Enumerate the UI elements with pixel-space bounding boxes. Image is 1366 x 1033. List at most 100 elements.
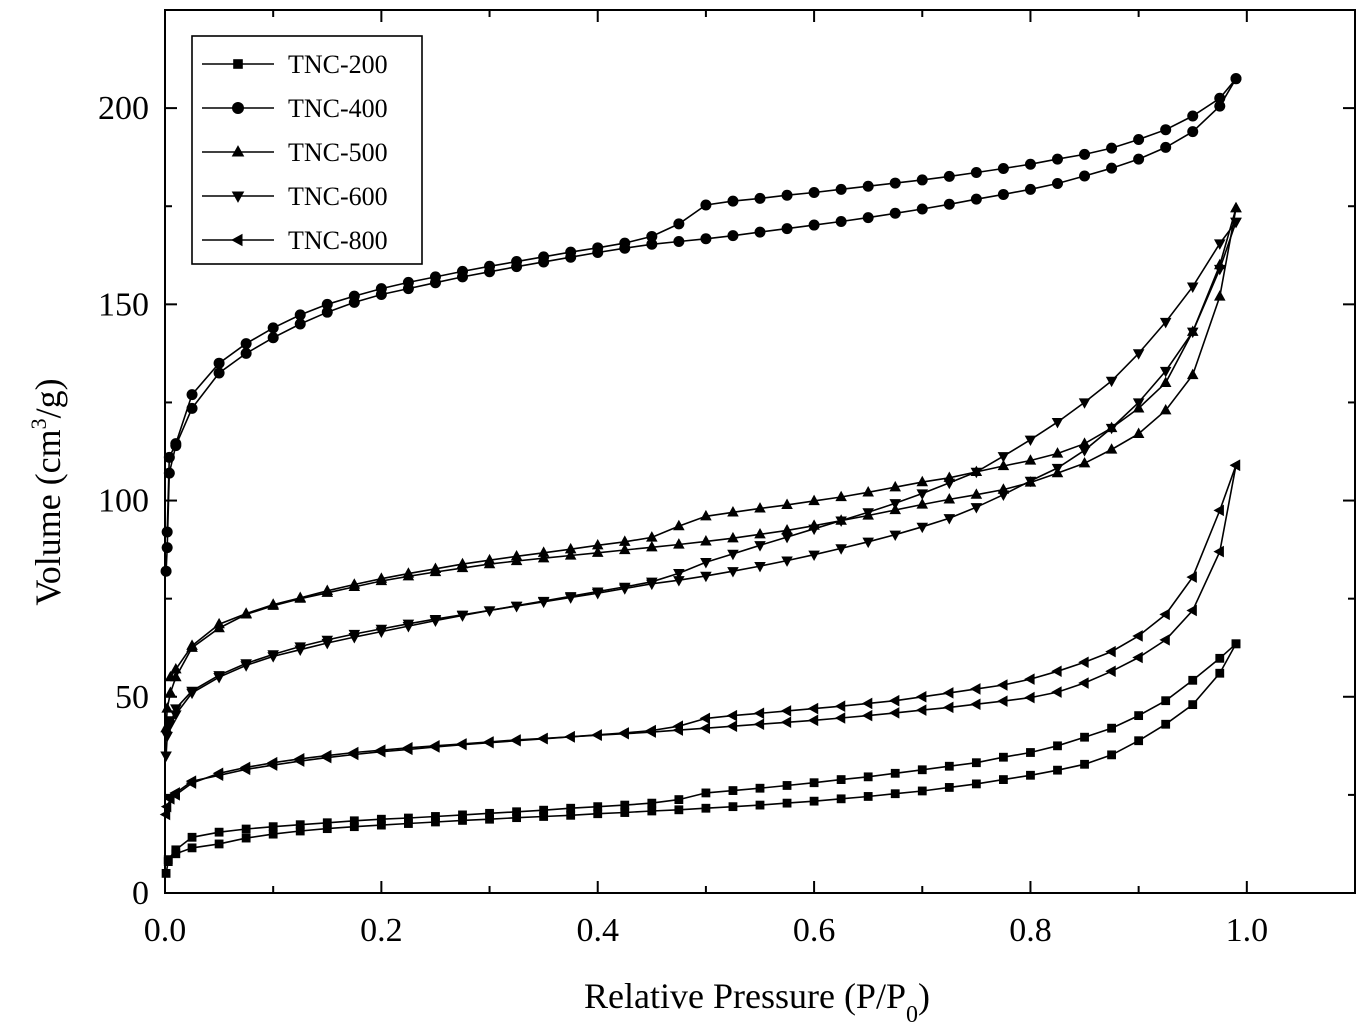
data-point	[700, 509, 712, 521]
data-point	[163, 855, 173, 865]
data-point	[564, 542, 577, 554]
data-point	[160, 800, 172, 813]
data-point	[161, 868, 171, 878]
axes: 0.0 0.2 0.4 0.6 0.8 1.0 0 50 100 150 200	[98, 9, 1356, 949]
data-point	[673, 218, 685, 230]
data-point	[809, 778, 819, 788]
data-point	[943, 493, 956, 504]
data-point	[1105, 443, 1118, 454]
data-point	[727, 230, 739, 242]
data-point	[1132, 427, 1145, 438]
data-point	[618, 543, 631, 555]
data-point	[349, 822, 359, 832]
data-point	[944, 761, 954, 771]
data-point	[620, 800, 630, 810]
data-point	[1078, 656, 1089, 669]
data-point	[348, 290, 360, 302]
legend-label: TNC-400	[288, 94, 388, 123]
data-point	[267, 598, 279, 609]
data-point	[1186, 282, 1199, 293]
data-point	[646, 238, 658, 250]
data-point	[213, 617, 225, 629]
data-point	[970, 467, 983, 479]
data-point	[997, 452, 1010, 463]
data-point	[231, 233, 243, 247]
data-point	[1026, 748, 1035, 757]
data-point	[862, 485, 874, 497]
data-point	[673, 538, 685, 549]
y-tick-label: 200	[98, 90, 149, 127]
data-point	[163, 451, 175, 463]
data-point	[997, 679, 1008, 691]
data-point	[539, 812, 549, 821]
data-point	[943, 170, 955, 182]
data-point	[169, 787, 180, 799]
data-point	[915, 704, 927, 716]
data-point	[1078, 398, 1091, 409]
data-point	[619, 237, 631, 249]
data-point	[510, 734, 521, 747]
data-point	[916, 489, 929, 500]
data-point	[510, 549, 523, 561]
data-point	[1229, 459, 1241, 472]
data-point	[1186, 604, 1197, 617]
data-point	[511, 256, 523, 268]
data-point	[187, 832, 197, 842]
y-axis-title: Volume (cm3/g)	[26, 378, 68, 605]
data-point	[889, 530, 902, 542]
data-point	[456, 738, 467, 751]
data-point	[160, 565, 172, 577]
data-point	[834, 712, 846, 724]
data-point	[807, 714, 819, 727]
data-point	[1026, 770, 1035, 780]
x-tick-label: 0.4	[576, 912, 619, 949]
data-point	[566, 810, 576, 820]
data-point	[862, 212, 874, 224]
data-point	[1214, 92, 1226, 104]
data-point	[672, 720, 683, 732]
data-point	[997, 459, 1010, 471]
data-point	[267, 322, 279, 334]
data-point	[1132, 630, 1143, 642]
data-point	[646, 540, 658, 552]
data-point	[1078, 456, 1091, 468]
data-point	[537, 546, 550, 557]
data-point	[1133, 153, 1145, 165]
data-point	[970, 193, 982, 205]
data-point	[1230, 217, 1242, 229]
data-point	[754, 192, 766, 204]
data-point	[1051, 417, 1064, 429]
data-point	[726, 720, 738, 732]
data-point	[1105, 376, 1118, 388]
y-tick-label: 0	[132, 875, 149, 912]
data-point	[754, 561, 766, 573]
data-point	[321, 584, 334, 595]
data-point	[727, 506, 739, 517]
data-point	[1159, 403, 1172, 415]
data-point	[429, 616, 442, 627]
data-point	[457, 265, 468, 277]
x-tick-label: 0.0	[144, 912, 187, 949]
data-point	[862, 537, 874, 549]
data-point	[512, 807, 521, 817]
data-point	[171, 845, 181, 855]
data-point	[1186, 327, 1199, 339]
legend-label: TNC-500	[288, 138, 388, 167]
data-point	[755, 800, 765, 810]
data-point	[458, 815, 467, 825]
data-point	[564, 549, 577, 560]
data-point	[537, 732, 548, 745]
data-point	[647, 806, 657, 816]
data-point	[539, 805, 549, 815]
data-point	[240, 661, 252, 672]
data-point	[835, 544, 847, 555]
data-point	[268, 822, 278, 832]
series-tnc-600	[160, 217, 1242, 762]
data-point	[808, 186, 820, 198]
data-point	[241, 833, 251, 843]
data-point	[997, 490, 1010, 501]
x-tick-label: 1.0	[1226, 912, 1269, 949]
data-point	[618, 582, 631, 594]
data-point	[1161, 696, 1171, 706]
data-point	[537, 551, 550, 563]
